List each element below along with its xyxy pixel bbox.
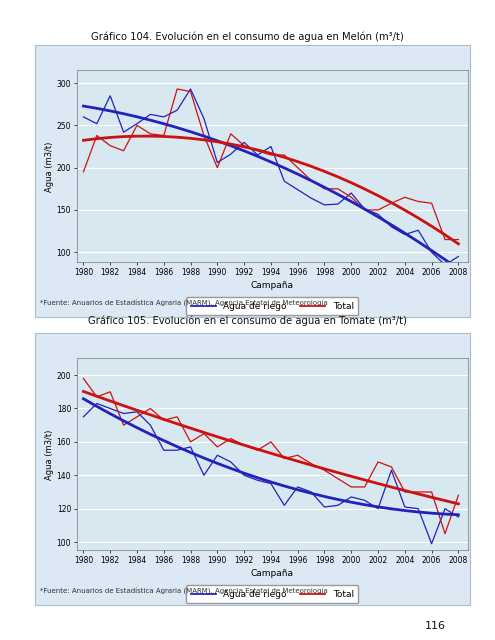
Text: Gráfico 104. Evolución en el consumo de agua en Melón (m³/t): Gráfico 104. Evolución en el consumo de … [91,31,404,42]
Y-axis label: Agua (m3/t): Agua (m3/t) [45,141,54,191]
X-axis label: Campaña: Campaña [251,281,294,290]
Legend: Agua de riego, Total: Agua de riego, Total [186,298,358,316]
Text: *Fuente: Anuarios de Estadística Agraria (MARM), Agencia Estatal de Meteorología: *Fuente: Anuarios de Estadística Agraria… [40,588,327,595]
Text: Gráfico 105. Evolución en el consumo de agua en Tomate (m³/t): Gráfico 105. Evolución en el consumo de … [88,316,407,326]
X-axis label: Campaña: Campaña [251,569,294,578]
Text: *Fuente: Anuarios de Estadística Agraria (MARM), Agencia Estatal de Meteorología: *Fuente: Anuarios de Estadística Agraria… [40,300,327,307]
Y-axis label: Agua (m3/t): Agua (m3/t) [45,429,54,479]
Legend: Agua de riego, Total: Agua de riego, Total [186,586,358,604]
Text: 116: 116 [425,621,446,631]
